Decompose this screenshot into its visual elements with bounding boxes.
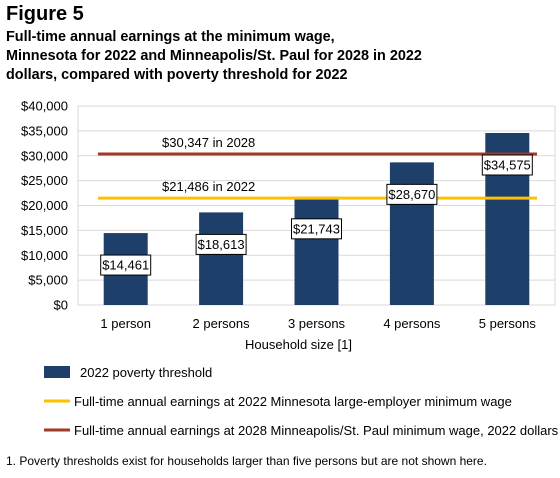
footnote: 1. Poverty thresholds exist for househol… (6, 454, 487, 468)
bar-chart: $0 $5,000 $10,000 $15,000 $20,000 $25,000 $30,… (21, 99, 559, 439)
data-label: $18,613 (198, 237, 245, 252)
reference-line-label: $30,347 in 2028 (162, 135, 255, 150)
legend-entry: Full-time annual earnings at 2028 Minnea… (74, 423, 559, 438)
data-label-box (386, 183, 438, 205)
data-label: $14,461 (102, 258, 149, 273)
bar (389, 162, 434, 305)
bar (294, 196, 339, 305)
x-tick-label: 3 persons (288, 316, 346, 331)
data-label-box (291, 218, 342, 240)
x-tick-label: 4 persons (383, 316, 441, 331)
y-tick-label: $15,000 (21, 223, 68, 238)
x-tick-label: 1 person (100, 316, 151, 331)
legend-entry: Full-time annual earnings at 2022 Minnes… (74, 394, 512, 409)
data-label: $21,743 (293, 221, 340, 236)
data-label-box (195, 233, 247, 255)
chart-title-line-3: dollars, compared with poverty threshold… (6, 67, 348, 83)
chart-title: Full-time annual earnings at the minimum… (6, 28, 551, 85)
y-tick-label: $10,000 (21, 248, 68, 263)
data-label-box (481, 154, 533, 176)
data-label-box (100, 254, 152, 276)
data-label: $34,575 (484, 157, 531, 172)
data-label: $28,670 (388, 187, 435, 202)
y-tick-label: $5,000 (28, 273, 68, 288)
x-tick-label: 2 persons (193, 316, 251, 331)
x-tick-label: 5 persons (479, 316, 537, 331)
legend-entry: 2022 poverty threshold (80, 365, 212, 380)
reference-line-label: $21,486 in 2022 (162, 179, 255, 194)
y-tick-label: $30,000 (21, 148, 68, 163)
bar (199, 212, 244, 305)
legend-swatch-bar (44, 366, 70, 378)
y-tick-label: $40,000 (21, 99, 68, 114)
chart-title-line-1: Full-time annual earnings at the minimum… (6, 29, 335, 45)
y-tick-label: $35,000 (21, 123, 68, 138)
x-axis-title: Household size [1] (245, 337, 352, 352)
figure-label: Figure 5 (6, 3, 84, 25)
y-tick-label: $20,000 (21, 198, 68, 213)
chart-title-line-2: Minnesota for 2022 and Minneapolis/St. P… (6, 48, 422, 64)
y-tick-label: $25,000 (21, 173, 68, 188)
y-tick-label: $0 (54, 298, 68, 313)
